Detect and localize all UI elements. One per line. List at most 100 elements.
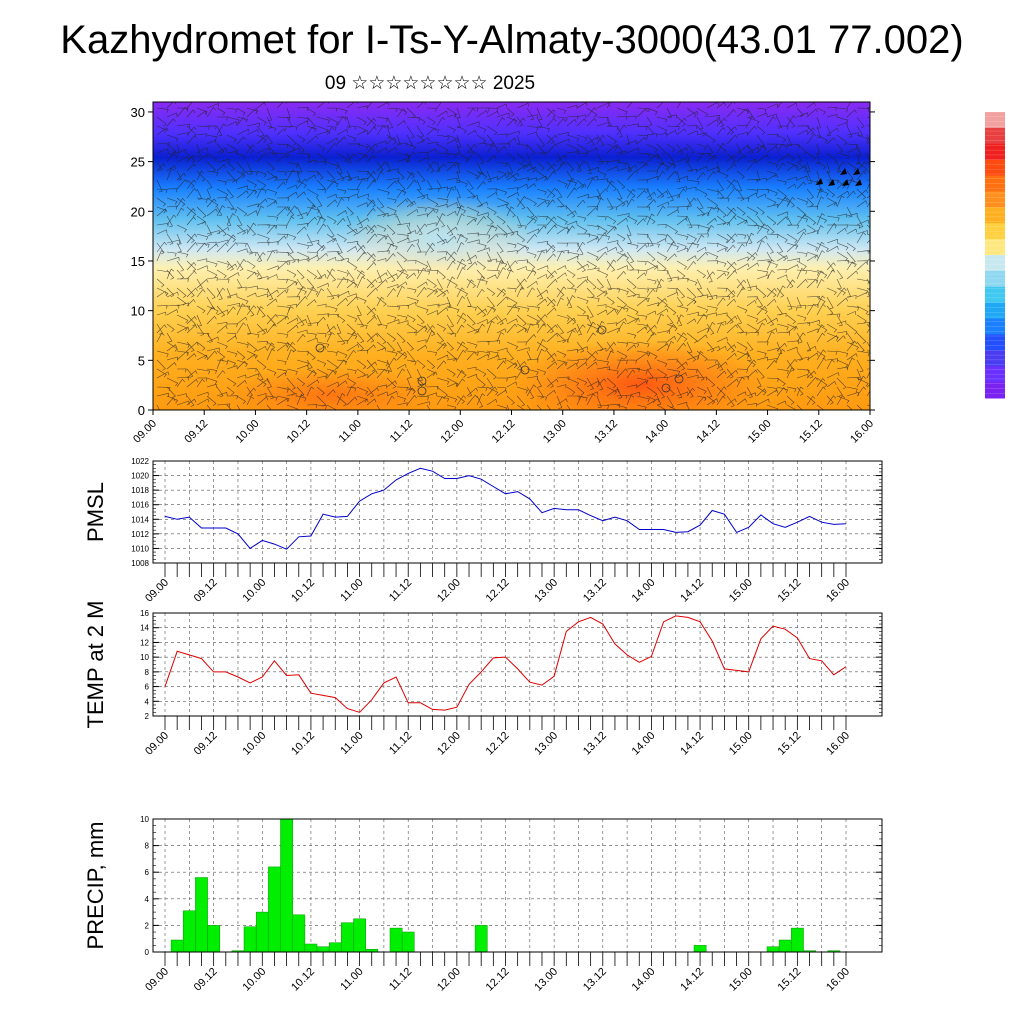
wind-barb: [496, 296, 509, 307]
wind-barb: [526, 386, 535, 399]
wind-barb: [586, 393, 596, 406]
wind-barb: [406, 224, 412, 235]
wind-barb: [366, 224, 375, 234]
x-tick-label: 14.00: [643, 418, 671, 446]
wind-barb: [456, 324, 465, 334]
wind-barb: [706, 119, 719, 127]
wind-barb: [356, 217, 369, 226]
wind-barb: [856, 261, 869, 271]
wind-barb: [376, 140, 387, 145]
wind-barb: [346, 332, 358, 340]
wind-barb: [816, 250, 825, 262]
wind-barb: [326, 368, 337, 375]
wind-barb: [616, 115, 628, 120]
wind-barb: [686, 311, 699, 316]
wind-barb: [666, 291, 679, 298]
wind-barb: [156, 116, 167, 127]
wind-barb: [426, 206, 439, 214]
wind-barb: [186, 233, 198, 244]
wind-barb: [336, 297, 348, 307]
wind-barb: [396, 314, 408, 321]
wind-barb: [266, 289, 279, 298]
wind-barb: [856, 152, 860, 164]
wind-barb: [236, 404, 241, 410]
wind-barb: [496, 328, 507, 334]
wind-barb: [306, 135, 319, 145]
wind-barb: [246, 387, 257, 397]
wind-barb: [566, 296, 573, 309]
wind-barb: [396, 233, 409, 239]
wind-barb: [746, 314, 759, 323]
wind-barb: [616, 394, 627, 399]
wind-barb: [166, 102, 177, 109]
wind-barb: [616, 124, 627, 136]
wind-barb: [176, 314, 189, 324]
wind-barb: [456, 349, 466, 361]
wind-barb: [856, 250, 870, 254]
wind-barb: [786, 314, 796, 325]
wind-barb: [486, 386, 498, 397]
wind-barb: [576, 358, 587, 363]
wind-barb: [616, 150, 627, 155]
wind-barb: [206, 125, 217, 130]
wind-barb: [496, 170, 510, 178]
wind-barb: [206, 336, 219, 343]
wind-barb: [226, 335, 238, 343]
wind-barb: [436, 102, 446, 109]
wind-barb: [316, 282, 329, 289]
wind-barb: [396, 395, 407, 402]
wind-barb: [416, 395, 430, 401]
wind-barb: [606, 215, 617, 225]
wind-barb: [736, 154, 747, 163]
wind-barb: [206, 315, 217, 325]
wind-barb: [826, 137, 836, 145]
x-tick-label: 10.12: [289, 966, 317, 994]
wind-barb: [166, 291, 179, 298]
temperature-line: [164, 615, 847, 713]
wind-barb: [466, 239, 480, 244]
wind-barb: [846, 295, 857, 300]
wind-barb: [366, 261, 377, 271]
wind-barb: [226, 365, 238, 370]
wind-barb: [326, 193, 337, 199]
wind-barb: [856, 291, 870, 298]
wind-barb: [246, 367, 257, 372]
wind-barb: [766, 298, 777, 307]
y-tick-label: 0: [138, 403, 145, 418]
wind-barb: [496, 161, 508, 168]
wind-barb: [326, 256, 337, 262]
wind-barb: [446, 368, 456, 377]
wind-barb: [266, 188, 278, 196]
wind-barb: [816, 324, 825, 334]
wind-barb: [206, 277, 218, 282]
wind-barb: [396, 107, 408, 116]
wind-barb: [626, 367, 640, 372]
wind-barb: [256, 170, 267, 178]
wind-barb: [336, 276, 347, 289]
wind-barb: [646, 288, 656, 298]
x-tick-label: 14.00: [630, 577, 658, 605]
wind-barb: [586, 332, 596, 343]
wind-barb: [786, 183, 797, 190]
wind-barb: [166, 152, 179, 160]
wind-barb: [436, 134, 450, 141]
wind-barb: [606, 404, 621, 408]
wind-barb: [666, 287, 678, 293]
wind-barb: [616, 350, 628, 360]
wind-barb: [216, 197, 227, 202]
wind-barb: [826, 296, 834, 310]
wind-barb: [496, 347, 508, 352]
wind-barb: [796, 231, 807, 244]
wind-barb: [426, 222, 437, 227]
wind-barb: [736, 305, 748, 314]
wind-barb: [356, 296, 367, 304]
wind-barb: [806, 152, 816, 161]
wind-barb: [856, 375, 867, 388]
wind-barb: [726, 206, 737, 218]
wind-barb: [466, 151, 477, 163]
wind-barb: [336, 359, 348, 365]
wind-barb: [176, 350, 189, 357]
wind-barb: [716, 206, 727, 218]
wind-barb: [236, 258, 247, 271]
wind-barb: [626, 198, 635, 208]
